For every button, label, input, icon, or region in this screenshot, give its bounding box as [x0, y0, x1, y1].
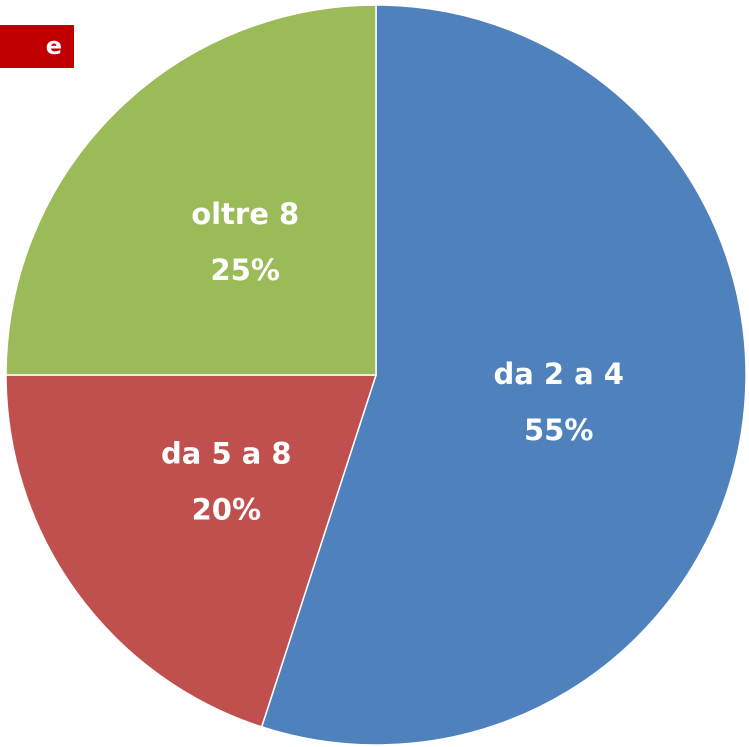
slice-value-label: 20% — [192, 493, 261, 527]
badge — [0, 25, 74, 68]
pie-slice — [5, 4, 377, 376]
slice-label: da 5 a 8 — [161, 437, 292, 471]
pie-slice — [260, 4, 747, 746]
badge-text: e — [46, 32, 62, 60]
pie — [5, 4, 747, 746]
pie-slice — [5, 374, 378, 728]
slice-labels: da 2 a 4 55% da 5 a 8 20% oltre 8 25% — [161, 197, 624, 527]
slice-value-label: 55% — [524, 413, 593, 447]
slice-label: da 2 a 4 — [493, 357, 624, 391]
slice-label: oltre 8 — [191, 197, 299, 231]
slice-value-label: 25% — [210, 253, 279, 287]
